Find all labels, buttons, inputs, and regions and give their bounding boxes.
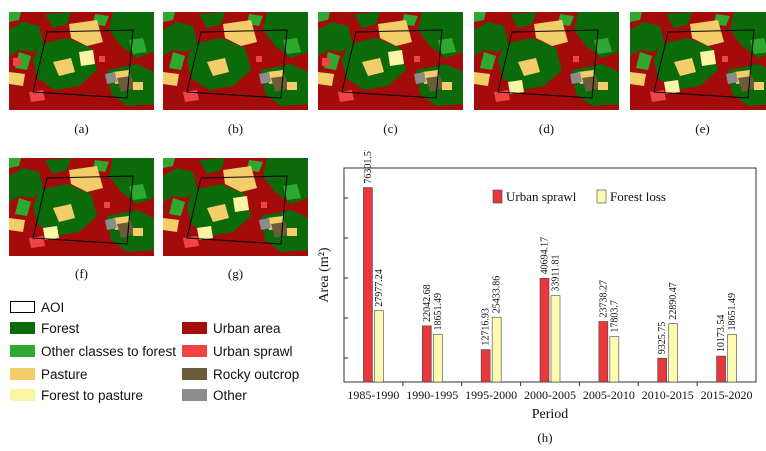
- plot-frame: [343, 167, 757, 383]
- legend-swatch: [182, 389, 207, 401]
- x-tick-label: 1990-1995: [406, 388, 458, 402]
- data-label: 22042.68: [422, 284, 433, 321]
- data-label: 25433.86: [492, 276, 503, 314]
- bar: [421, 325, 432, 383]
- legend-label: Urban area: [213, 320, 281, 336]
- chart-legend-swatch: [596, 189, 607, 204]
- data-label: 23738.27: [598, 280, 609, 318]
- legend-item: AOI: [10, 298, 64, 316]
- x-tick-label: 2015-2020: [701, 388, 753, 402]
- panel-label: (g): [227, 266, 244, 281]
- bar-chart: 1985-1990 76301.57 27977.24 1990-1995 22042.…: [317, 146, 757, 445]
- bar: [363, 187, 373, 383]
- bar: [598, 321, 609, 383]
- legend-swatch: [10, 322, 35, 334]
- x-tick-label: 2000-2005: [524, 388, 576, 402]
- legend-swatch: [10, 345, 35, 357]
- data-label: 9325.75: [657, 322, 668, 355]
- x-axis-label: Period: [532, 407, 569, 422]
- data-label: 12716.93: [481, 308, 492, 346]
- legend-label: Pasture: [41, 366, 88, 382]
- data-label: 18651.49: [433, 293, 444, 331]
- x-tick-label: 2010-2015: [642, 388, 694, 402]
- panel-label: (h): [537, 430, 552, 445]
- legend-item: Rocky outcrop: [182, 365, 299, 383]
- panel-label: (e): [695, 121, 710, 136]
- x-tick-label: 2005-2010: [583, 388, 635, 402]
- data-label: 17803.7: [609, 300, 620, 333]
- legend-label: Other classes to forest: [41, 343, 177, 359]
- legend-item: Forest: [10, 319, 79, 337]
- x-tick-label: 1985-1990: [347, 388, 399, 402]
- data-label: 76301.57: [363, 150, 374, 184]
- data-label: 33911.81: [551, 254, 562, 291]
- chart-legend-label: Forest loss: [610, 189, 666, 204]
- bar: [480, 349, 491, 383]
- bar: [539, 278, 550, 383]
- legend-item: Other classes to forest: [10, 342, 176, 360]
- chart-legend-swatch: [492, 189, 503, 204]
- panel-label: (b): [227, 121, 244, 136]
- legend-label: Forest: [41, 320, 80, 336]
- legend-item: Forest to pasture: [10, 386, 143, 404]
- bar-chart-panel: 1985-1990 76301.57 27977.24 1990-1995 22042.…: [312, 146, 766, 446]
- legend-swatch: [182, 368, 207, 380]
- panel-label: (a): [74, 121, 89, 136]
- legend-item: Urban sprawl: [182, 342, 293, 360]
- bar: [432, 334, 443, 383]
- legend-label: Other: [213, 387, 247, 403]
- legend-swatch: [10, 368, 35, 380]
- legend-label: AOI: [41, 299, 65, 315]
- bar: [716, 355, 726, 383]
- land-cover-map: [318, 12, 463, 110]
- legend-label: Forest to pasture: [41, 387, 144, 403]
- legend-swatch: [182, 322, 207, 334]
- legend-swatch: [10, 301, 35, 313]
- x-tick-label: 1995-2000: [465, 388, 517, 402]
- data-label: 40694.17: [540, 237, 551, 275]
- legend-item: Urban area: [182, 319, 281, 337]
- y-axis-label: Area (m²): [317, 247, 332, 302]
- bar: [374, 310, 384, 383]
- legend-label: Urban sprawl: [213, 343, 293, 359]
- legend-label: Rocky outcrop: [213, 366, 300, 382]
- legend-item: Pasture: [10, 365, 88, 383]
- chart-legend-label: Urban sprawl: [506, 189, 577, 204]
- chart-legend: Urban sprawl Forest loss: [492, 189, 666, 204]
- legend-swatch: [182, 345, 207, 357]
- bar: [609, 336, 620, 383]
- panel-label: (d): [538, 121, 555, 136]
- bar: [550, 295, 561, 383]
- data-label: 18651.49: [727, 293, 738, 331]
- data-label: 10173.54: [716, 315, 727, 353]
- data-label: 27977.24: [374, 269, 385, 307]
- legend-item: Other: [182, 386, 247, 404]
- bar: [668, 323, 679, 383]
- panel-label: (f): [75, 266, 88, 281]
- bar: [657, 357, 668, 383]
- bar: [727, 334, 737, 383]
- land-cover-map: [474, 12, 619, 110]
- land-cover-map: [630, 12, 766, 110]
- panel-label: (c): [383, 121, 398, 136]
- land-cover-map: [9, 158, 154, 256]
- land-cover-map: [9, 12, 154, 110]
- bar: [491, 316, 502, 383]
- land-cover-map: [163, 12, 308, 110]
- legend-swatch: [10, 389, 35, 401]
- land-cover-map: [163, 158, 308, 256]
- data-label: 22890.47: [668, 282, 679, 320]
